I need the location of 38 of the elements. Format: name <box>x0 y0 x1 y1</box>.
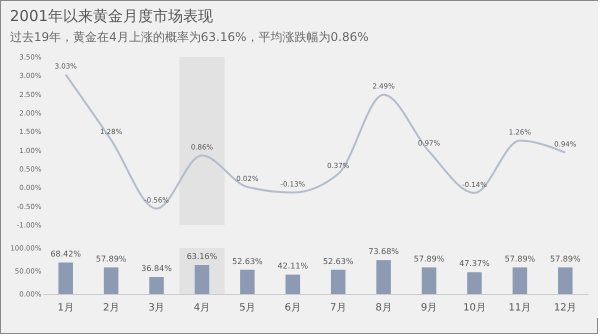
x-tick-label: 7月 <box>330 302 346 314</box>
bar <box>330 270 346 294</box>
bar <box>422 267 436 294</box>
data-label: 73.68% <box>368 247 400 256</box>
data-label: 63.16% <box>186 252 218 261</box>
bar <box>58 262 73 294</box>
x-tick-label: 4月 <box>194 302 210 314</box>
data-label: 68.42% <box>50 250 82 259</box>
bar <box>376 260 391 294</box>
bar <box>558 267 573 294</box>
data-label: 57.89% <box>550 254 581 264</box>
bar <box>194 264 210 294</box>
bar <box>104 267 118 294</box>
x-tick-label: 10月 <box>463 302 486 314</box>
x-tick-label: 12月 <box>554 302 577 314</box>
data-label: 52.63% <box>322 256 354 266</box>
x-tick-label: 9月 <box>420 302 438 314</box>
chart-title: 2001年以来黄金月度市场表现 <box>10 7 214 25</box>
data-label: 52.63% <box>232 256 264 266</box>
chart-subtitle: 过去19年，黄金在4月上涨的概率为63.16%，平均涨跌幅为0.86% <box>10 30 369 44</box>
x-tick-label: 6月 <box>284 302 301 314</box>
bar <box>467 272 482 294</box>
bar <box>149 277 164 294</box>
data-label: 47.37% <box>459 259 490 268</box>
data-label: 57.89% <box>96 254 127 264</box>
data-label: 57.89% <box>414 254 445 264</box>
x-tick-label: 1月 <box>58 302 74 314</box>
x-tick-label: 11月 <box>508 302 532 314</box>
bar <box>240 270 255 294</box>
x-tick-label: 8月 <box>375 302 392 314</box>
data-label: 57.89% <box>504 254 536 264</box>
x-tick-label: 2月 <box>102 302 120 314</box>
data-label: 36.84% <box>141 264 172 274</box>
bar <box>286 274 300 294</box>
x-tick-label: 3月 <box>148 302 165 314</box>
data-label: 42.11% <box>278 262 308 271</box>
bar <box>512 267 528 294</box>
x-tick-label: 5月 <box>239 302 256 314</box>
